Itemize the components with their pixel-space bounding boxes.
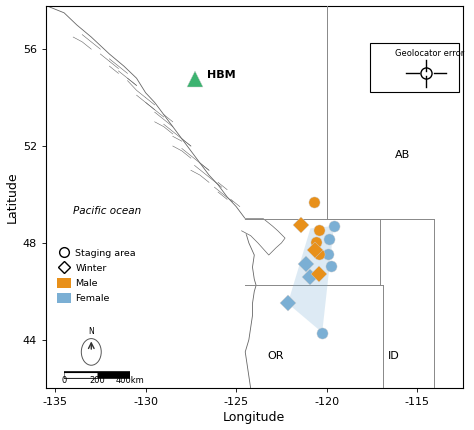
Text: 200: 200 <box>89 376 105 385</box>
Text: 0: 0 <box>62 376 67 385</box>
Text: N: N <box>89 327 94 336</box>
Text: ID: ID <box>388 351 400 361</box>
Text: Pacific ocean: Pacific ocean <box>73 206 141 216</box>
Y-axis label: Latitude: Latitude <box>6 171 18 223</box>
Legend: Staging area, Winter, Male, Female: Staging area, Winter, Male, Female <box>53 244 140 307</box>
Text: AB: AB <box>395 150 410 160</box>
Text: OR: OR <box>268 351 284 361</box>
Bar <box>370 43 459 92</box>
Text: 400km: 400km <box>116 376 145 385</box>
Polygon shape <box>46 6 463 388</box>
Polygon shape <box>288 226 334 332</box>
Text: HBM: HBM <box>207 70 236 80</box>
X-axis label: Longitude: Longitude <box>223 412 285 424</box>
Text: Geolocator error: Geolocator error <box>395 49 465 58</box>
Polygon shape <box>242 219 285 255</box>
